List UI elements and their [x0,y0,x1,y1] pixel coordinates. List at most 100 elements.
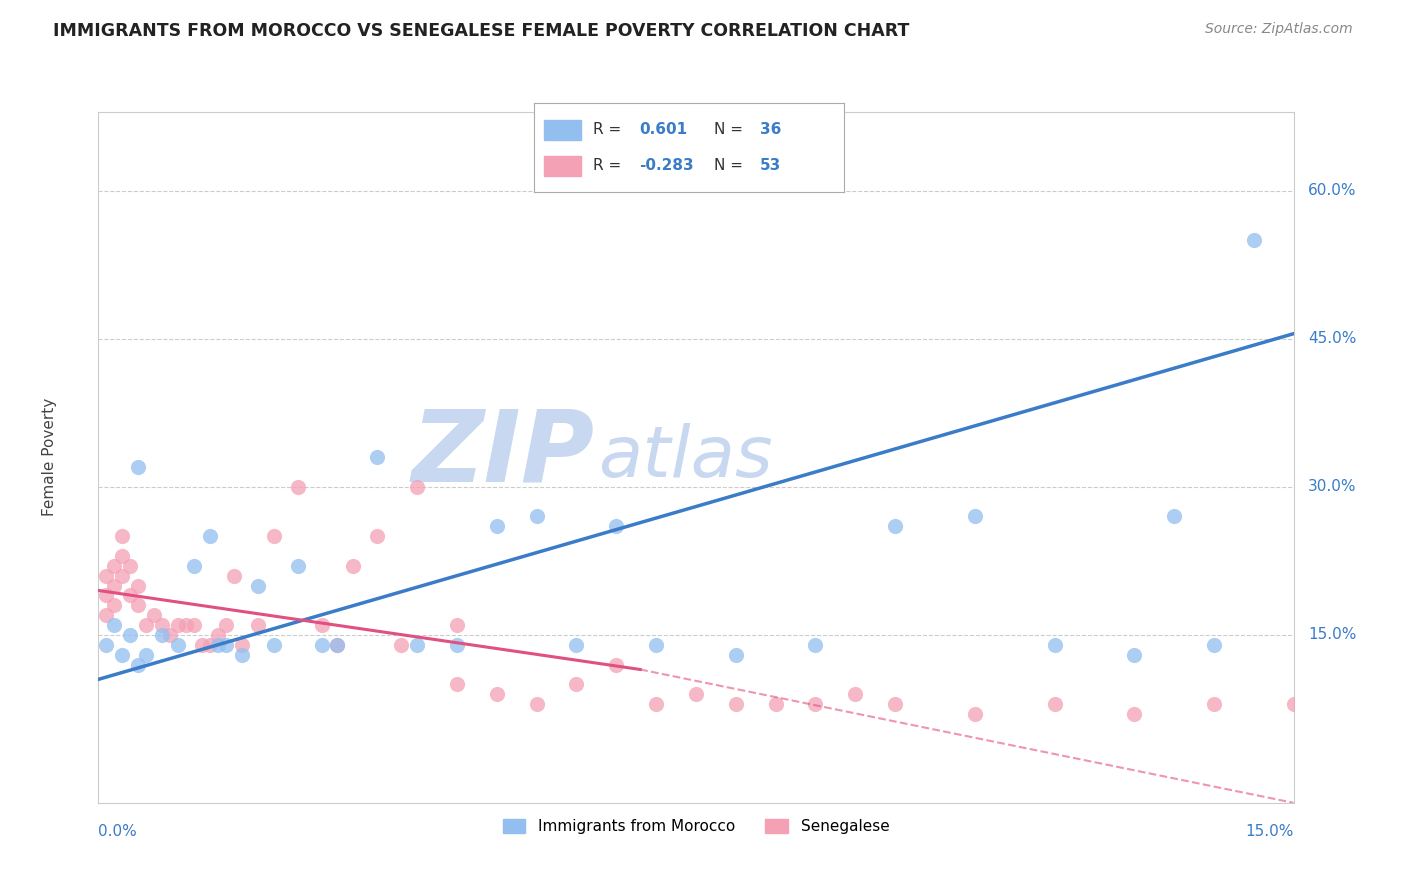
Point [231,638,253,652]
Point [103,599,125,613]
Point [366,450,388,465]
Text: 0.0%: 0.0% [98,823,138,838]
Point [526,509,548,524]
Text: 36: 36 [761,122,782,136]
Point [215,618,238,632]
Point [174,618,197,632]
Point [127,460,149,475]
Point [127,578,149,592]
Point [143,608,166,623]
Point [150,628,173,642]
Point [167,618,190,632]
Point [96,638,118,652]
Point [389,638,412,652]
Point [103,618,125,632]
Point [120,558,142,573]
Point [127,599,149,613]
Point [215,638,238,652]
Point [446,618,468,632]
Point [96,568,118,582]
Point [804,638,827,652]
Bar [544,120,581,140]
Point [605,657,627,672]
Point [1123,706,1146,721]
Point [111,648,134,662]
Point [724,697,747,711]
Point [246,618,269,632]
Point [150,618,173,632]
Text: N =: N = [714,122,748,136]
Text: N =: N = [714,158,748,172]
Point [111,549,134,563]
Text: Female Poverty: Female Poverty [42,398,56,516]
Point [342,558,364,573]
Point [287,558,309,573]
Text: atlas: atlas [598,423,772,491]
Point [406,638,429,652]
Point [1163,509,1185,524]
Point [135,618,157,632]
Point [111,568,134,582]
Point [135,648,157,662]
Point [311,618,333,632]
Text: -0.283: -0.283 [640,158,695,172]
Point [1202,638,1225,652]
Text: 15.0%: 15.0% [1308,627,1357,642]
Point [804,697,827,711]
Point [366,529,388,543]
Point [207,638,229,652]
Text: 53: 53 [761,158,782,172]
Point [96,589,118,603]
Point [326,638,349,652]
Point [103,558,125,573]
Text: R =: R = [593,122,626,136]
Text: 0.601: 0.601 [640,122,688,136]
Point [207,628,229,642]
Point [167,638,190,652]
Point [326,638,349,652]
Point [963,706,986,721]
Point [844,687,866,701]
Text: 15.0%: 15.0% [1246,823,1294,838]
Point [1202,697,1225,711]
Point [263,529,285,543]
Point [263,638,285,652]
Point [645,638,668,652]
Point [246,578,269,592]
Point [565,677,588,691]
Point [183,618,205,632]
Point [159,628,181,642]
Point [103,578,125,592]
Point [287,480,309,494]
Point [191,638,214,652]
Point [884,519,907,533]
Point [127,657,149,672]
Point [605,519,627,533]
Text: ZIP: ZIP [412,405,595,502]
Point [406,480,429,494]
Point [111,529,134,543]
Bar [544,156,581,176]
Point [96,608,118,623]
Point [485,519,508,533]
Point [485,687,508,701]
Point [565,638,588,652]
Point [446,638,468,652]
Point [222,568,245,582]
Text: Source: ZipAtlas.com: Source: ZipAtlas.com [1205,22,1353,37]
Text: 60.0%: 60.0% [1308,183,1357,198]
Point [120,589,142,603]
Text: 45.0%: 45.0% [1308,331,1357,346]
Point [198,529,221,543]
Point [231,648,253,662]
Point [198,638,221,652]
Point [526,697,548,711]
Point [1282,697,1305,711]
Point [765,697,787,711]
Point [446,677,468,691]
Point [1123,648,1146,662]
Point [1043,638,1066,652]
Point [1043,697,1066,711]
Point [724,648,747,662]
Point [183,558,205,573]
